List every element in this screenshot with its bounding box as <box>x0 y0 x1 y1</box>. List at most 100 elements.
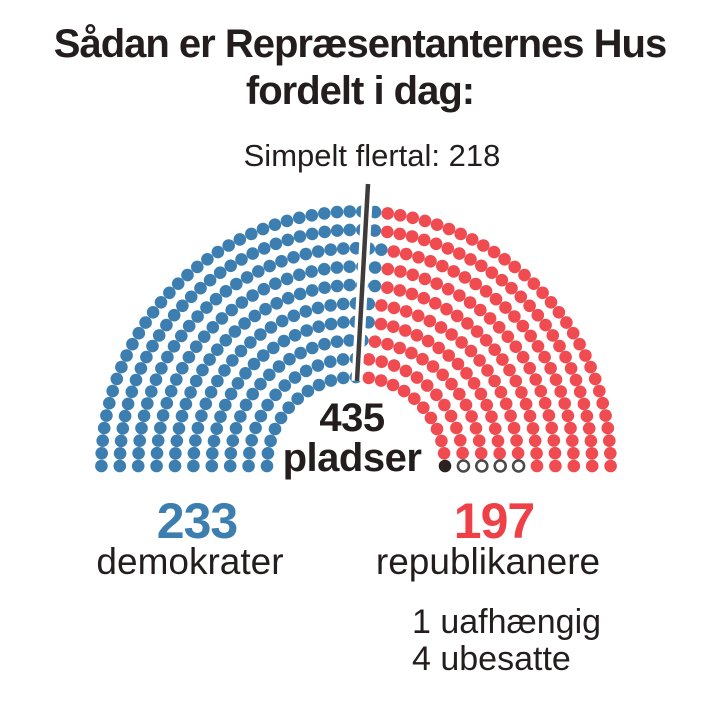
seat-dot-republikanere <box>483 312 497 325</box>
seat-dot-demokrater <box>275 314 289 328</box>
seat-dot-demokrater <box>204 385 218 399</box>
seat-dot-demokrater <box>207 434 221 448</box>
seat-dot-republikanere <box>375 299 388 312</box>
page-title-line-2: fordelt i dag: <box>245 69 475 113</box>
seat-dot-republikanere <box>564 421 577 435</box>
seat-dot-demokrater <box>114 434 128 448</box>
seat-dot-demokrater <box>168 459 182 473</box>
seat-dot-republikanere <box>604 447 617 460</box>
seat-dot-demokrater <box>283 352 296 366</box>
seat-dot-demokrater <box>209 292 223 306</box>
seat-dot-demokrater <box>154 421 167 435</box>
seat-dot-demokrater <box>234 410 247 423</box>
seat-dot-demokrater <box>268 422 282 436</box>
seat-dot-demokrater <box>261 447 275 460</box>
seat-dot-republikanere <box>516 319 530 333</box>
seat-dot-demokrater <box>247 357 261 371</box>
seat-dot-republikanere <box>463 296 477 309</box>
seat-dot-demokrater <box>368 224 382 237</box>
seat-dot-republikanere <box>447 265 461 278</box>
seat-dot-demokrater <box>269 277 282 291</box>
seat-dot-demokrater <box>222 239 235 252</box>
seat-dot-republikanere <box>459 398 473 412</box>
seat-dot-republikanere <box>405 346 418 360</box>
seat-dot-republikanere <box>423 314 437 328</box>
seat-dot-republikanere <box>374 374 388 387</box>
seat-dot-republikanere <box>417 233 431 247</box>
seat-dot-demokrater <box>257 349 270 362</box>
seat-dot-demokrater <box>330 279 344 293</box>
seat-dot-demokrater <box>268 218 282 231</box>
seat-dot-republikanere <box>399 305 413 318</box>
seat-dot-demokrater <box>318 225 332 239</box>
seat-dot-demokrater <box>246 387 259 401</box>
seat-dot-republikanere <box>368 335 382 349</box>
seat-dot-demokrater <box>110 372 124 386</box>
seat-dot-demokrater <box>125 385 139 399</box>
seat-dot-demokrater <box>103 396 116 410</box>
seat-dot-republikanere <box>387 320 400 334</box>
seat-dot-republikanere <box>453 387 466 401</box>
seat-dot-republikanere <box>430 218 444 231</box>
seat-dot-demokrater <box>120 349 133 362</box>
seat-dot-republikanere <box>442 349 456 362</box>
seat-dot-demokrater <box>301 384 315 398</box>
seat-dot-demokrater <box>167 308 181 322</box>
republicans-label: republikanere <box>375 541 601 582</box>
seat-dot-demokrater <box>324 299 337 312</box>
seat-dot-republikanere <box>485 266 499 280</box>
seat-dot-republikanere <box>504 409 517 423</box>
seat-dot-republikanere <box>474 447 488 460</box>
seat-dot-demokrater <box>113 447 127 460</box>
seat-dot-republikanere <box>503 363 516 377</box>
seat-dot-demokrater <box>300 324 314 337</box>
seat-dot-demokrater <box>242 459 255 473</box>
seat-dot-republikanere <box>438 398 451 412</box>
seat-dot-demokrater <box>179 397 193 411</box>
seat-dot-demokrater <box>305 227 319 241</box>
seat-dot-demokrater <box>337 242 350 255</box>
seat-dot-demokrater <box>260 459 274 473</box>
seat-dot-republikanere <box>450 421 463 435</box>
seat-dot-demokrater <box>203 353 216 366</box>
democrats-label: demokrater <box>96 541 284 582</box>
seat-dot-demokrater <box>197 330 211 344</box>
seat-dot-republikanere <box>554 385 567 398</box>
seat-dot-demokrater <box>195 409 208 423</box>
seat-dot-demokrater <box>189 374 203 388</box>
seat-dot-demokrater <box>282 401 296 415</box>
seat-dot-republikanere <box>580 409 594 423</box>
seat-dot-republikanere <box>472 434 486 448</box>
seat-dot-demokrater <box>306 341 319 355</box>
seat-dot-republikanere <box>488 343 502 357</box>
seat-dot-republikanere <box>374 317 388 331</box>
seat-dot-demokrater <box>264 321 278 334</box>
seat-dot-republikanere <box>495 273 509 287</box>
seat-dot-demokrater <box>121 397 135 411</box>
seat-dot-republikanere <box>573 337 586 351</box>
seat-dot-republikanere <box>453 289 466 302</box>
seat-dot-demokrater <box>155 362 168 375</box>
seat-dot-demokrater <box>226 354 239 367</box>
seat-dot-demokrater <box>219 334 233 347</box>
seat-dot-republikanere <box>510 434 523 447</box>
seat-dot-republikanere <box>538 350 551 364</box>
seat-dot-demokrater <box>343 260 356 274</box>
seat-dot-demokrater <box>263 368 276 382</box>
seat-dot-republikanere <box>552 306 566 319</box>
seat-dot-demokrater <box>170 434 184 448</box>
seat-dot-demokrater <box>251 265 265 278</box>
seat-dot-demokrater <box>293 287 307 301</box>
seat-dot-demokrater <box>240 271 254 284</box>
seat-dot-republikanere <box>430 388 443 402</box>
seat-dot-republikanere <box>516 350 530 364</box>
seat-dot-republikanere <box>387 301 401 315</box>
seat-dot-demokrater <box>324 355 337 369</box>
seat-dot-republikanere <box>501 330 515 344</box>
seat-dot-republikanere <box>593 384 606 398</box>
seat-dot-republikanere <box>411 309 425 323</box>
seat-dot-demokrater <box>287 309 301 323</box>
seat-dot-republikanere <box>499 301 512 314</box>
seat-dot-republikanere <box>420 379 434 392</box>
